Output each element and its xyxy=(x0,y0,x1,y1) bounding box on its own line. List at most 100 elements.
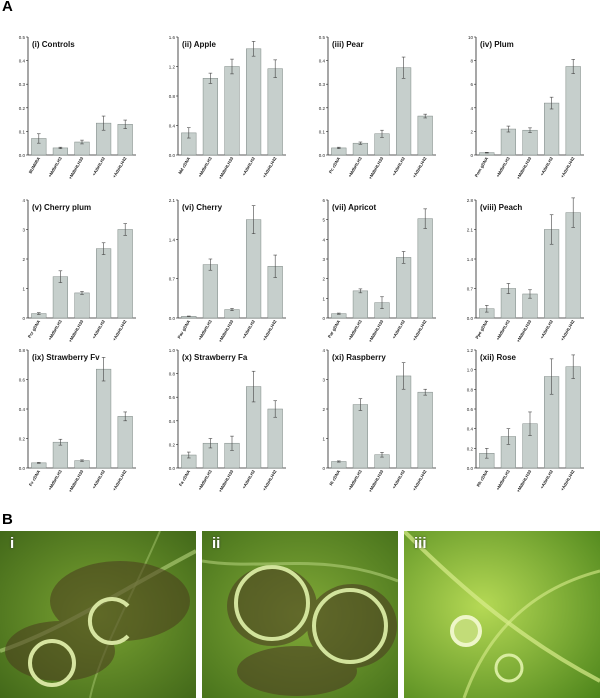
leaf-photo-iii: iii xyxy=(404,531,600,698)
category-label: +AtbHLH42 xyxy=(112,468,128,491)
category-label: +AtbHLH2 xyxy=(91,155,106,176)
bar xyxy=(331,461,347,469)
category-label: +AtbHLH2 xyxy=(391,468,406,489)
y-tick-label: 1 xyxy=(322,296,325,301)
category-label: Ppe gDNA xyxy=(474,319,489,340)
bar xyxy=(565,66,581,156)
bar xyxy=(544,102,560,156)
chart-title: (ii) Apple xyxy=(182,40,216,49)
y-tick-label: 0.0 xyxy=(19,153,26,158)
y-tick-label: 0.4 xyxy=(169,124,176,129)
category-label: Pcr gDNA xyxy=(27,319,41,339)
y-tick-label: 0.2 xyxy=(19,106,26,111)
bar xyxy=(565,366,581,469)
chart-title: (i) Controls xyxy=(32,40,75,49)
category-label: +MdbHLH3 xyxy=(197,155,213,178)
category-label: +MdbHLH3 xyxy=(47,155,63,178)
category-label: Pom gDNA xyxy=(474,156,490,178)
category-label: Ri cDNA xyxy=(328,469,341,486)
category-label: +MdbHLH33 xyxy=(516,468,533,493)
bar xyxy=(352,404,368,469)
y-tick-label: 1.2 xyxy=(467,348,474,353)
category-label: +MdbHLH33 xyxy=(218,468,235,493)
y-tick-label: 0.2 xyxy=(319,106,326,111)
category-label: +AtbHLH2 xyxy=(539,318,554,339)
bar xyxy=(331,147,347,156)
y-tick-label: 0.1 xyxy=(19,129,26,134)
y-tick-label: 3 xyxy=(22,228,25,233)
chart-panel-3: 0 2 4 6 8 10 (iv) Plum Pom gDNA +MdbHLH3 +MdbHLH3… xyxy=(468,35,584,180)
y-tick-label: 0.8 xyxy=(169,94,176,99)
category-label: BUMIIRA xyxy=(28,156,42,174)
y-tick-label: 0.4 xyxy=(319,59,326,64)
y-tick-label: 4 xyxy=(322,237,325,242)
y-tick-label: 0.0 xyxy=(319,153,326,158)
category-label: +MdbHLH3 xyxy=(197,468,213,491)
y-tick-label: 0 xyxy=(470,153,473,158)
category-label: +AtbHLH2 xyxy=(241,318,256,339)
y-tick-label: 0.6 xyxy=(169,395,176,400)
category-label: +MdbHLH33 xyxy=(368,155,385,180)
y-tick-label: 0.4 xyxy=(19,407,26,412)
category-label: Pc cDNA xyxy=(328,156,341,174)
y-tick-label: 8 xyxy=(470,59,473,64)
y-tick-label: 2 xyxy=(322,277,325,282)
category-label: +MdbHLH33 xyxy=(516,318,533,343)
chart-panel-2: 0.0 0.1 0.2 0.3 0.4 0.5 (iii) Pear Pc cDNA +MdbH… xyxy=(319,35,436,180)
y-tick-label: 0.0 xyxy=(169,316,176,321)
bar xyxy=(117,416,133,469)
photo-label-i: i xyxy=(10,535,15,552)
chart-panel-7: 0.0 0.7 1.4 2.1 2.8 (viii) Peach Ppe gDNA +MdbH… xyxy=(467,197,584,343)
category-label: +AtbHLH2 xyxy=(91,468,106,489)
category-label: +MdbHLH33 xyxy=(68,318,85,343)
category-label: +MdbHLH33 xyxy=(368,468,385,493)
y-tick-label: 2 xyxy=(22,257,25,262)
chart-title: (iii) Pear xyxy=(332,40,364,49)
category-label: Pav gDNA xyxy=(176,319,191,339)
chart-title: (xi) Raspberry xyxy=(332,353,386,362)
category-label: Md cDNA xyxy=(177,156,191,175)
category-label: +MdbHLH33 xyxy=(68,468,85,493)
y-tick-label: 6 xyxy=(322,198,325,203)
bar xyxy=(396,375,412,469)
bar xyxy=(352,142,368,156)
y-tick-label: 0.8 xyxy=(169,372,176,377)
category-label: +MdbHLH33 xyxy=(218,155,235,180)
y-tick-label: 0.6 xyxy=(19,378,26,383)
chart-panel-10: 0 1 2 3 4 (xi) Raspberry Ri cDNA +MdbHLH3 +MdbHL… xyxy=(322,348,436,493)
category-label: +MdbHLH3 xyxy=(347,468,363,491)
chart-panel-0: 0.0 0.1 0.2 0.3 0.4 0.5 (i) Controls BUMIIRA +Md… xyxy=(19,35,136,180)
category-label: +MdbHLH3 xyxy=(197,318,213,341)
bar xyxy=(396,67,412,156)
bar xyxy=(267,68,283,156)
category-label: +AtbHLH42 xyxy=(560,468,576,491)
bar xyxy=(224,66,240,156)
y-tick-label: 0.5 xyxy=(319,35,326,40)
y-tick-label: 0.0 xyxy=(169,153,176,158)
chart-panel-8: 0.0 0.2 0.4 0.6 0.8 (ix) Strawberry Fv Fv cDNA… xyxy=(19,348,136,493)
y-tick-label: 3 xyxy=(322,257,325,262)
y-tick-label: 0 xyxy=(322,316,325,321)
category-label: +MdbHLH3 xyxy=(495,318,511,341)
y-tick-label: 0.4 xyxy=(19,59,26,64)
y-tick-label: 0.4 xyxy=(467,427,474,432)
chart-title: (xii) Rose xyxy=(480,353,517,362)
chart-title: (iv) Plum xyxy=(480,40,514,49)
bar xyxy=(52,441,68,469)
leaf-photo-i: i xyxy=(0,531,196,698)
category-label: Fv cDNA xyxy=(28,469,41,487)
category-label: +AtbHLH2 xyxy=(391,318,406,339)
category-label: +MdbHLH3 xyxy=(47,468,63,491)
chart-panel-6: 0 1 2 3 4 5 6 (vii) Apricot Par gDNA +MdbHLH3 +Mdb… xyxy=(322,198,436,343)
category-label: +MdbHLH33 xyxy=(368,318,385,343)
y-tick-label: 0.7 xyxy=(169,277,176,282)
y-tick-label: 5 xyxy=(322,218,325,223)
y-tick-label: 1.4 xyxy=(467,257,474,262)
bar xyxy=(246,48,262,156)
y-tick-label: 0 xyxy=(22,316,25,321)
bar xyxy=(96,368,112,469)
y-tick-label: 0.4 xyxy=(169,419,176,424)
y-tick-label: 1.4 xyxy=(169,237,176,242)
y-tick-label: 6 xyxy=(470,82,473,87)
bar xyxy=(74,460,90,469)
